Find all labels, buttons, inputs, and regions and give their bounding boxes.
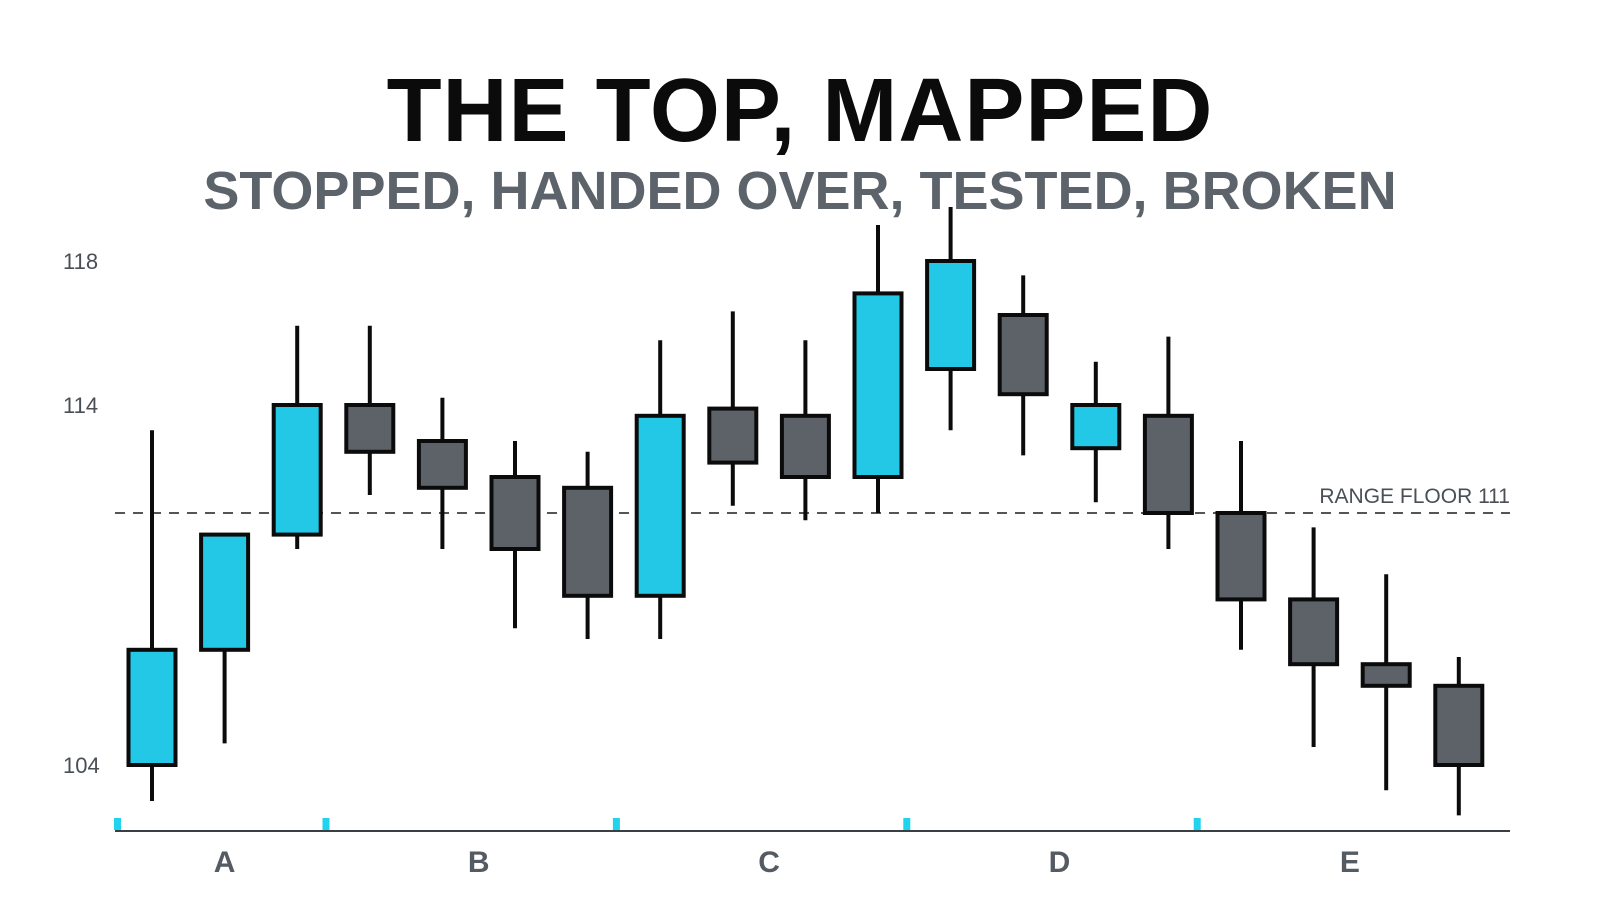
candle-body-bullish bbox=[634, 413, 686, 598]
candle-body-bearish bbox=[707, 406, 759, 465]
chart-title: THE TOP, MAPPED bbox=[386, 61, 1214, 161]
y-tick-label: 114 bbox=[63, 393, 98, 418]
candle bbox=[779, 340, 831, 521]
range-floor-label: RANGE FLOOR 111 bbox=[1319, 485, 1510, 508]
y-axis: 104 114 118 bbox=[63, 249, 100, 778]
section-label: B bbox=[468, 846, 490, 879]
section-label: C bbox=[758, 846, 780, 879]
candle-body-bearish bbox=[1433, 683, 1485, 767]
candle bbox=[562, 451, 614, 639]
candle-body-bearish bbox=[997, 313, 1049, 397]
section-markers bbox=[114, 818, 1201, 830]
candles bbox=[126, 207, 1485, 816]
candle-body-bearish bbox=[1360, 662, 1412, 688]
candle bbox=[1288, 527, 1340, 747]
section-label: A bbox=[214, 846, 236, 879]
candle-body-bearish bbox=[1142, 413, 1194, 515]
candle-body-bullish bbox=[852, 291, 904, 479]
candle-body-bearish bbox=[489, 475, 541, 551]
chart-subtitle: STOPPED, HANDED OVER, TESTED, BROKEN bbox=[203, 161, 1397, 221]
section-label: D bbox=[1049, 846, 1071, 879]
candle bbox=[199, 532, 251, 744]
section-marker bbox=[1193, 818, 1201, 830]
section-marker bbox=[322, 818, 330, 830]
candle-body-bearish bbox=[1215, 511, 1267, 602]
candle-body-bullish bbox=[126, 647, 178, 767]
candle bbox=[1215, 441, 1267, 650]
candle bbox=[707, 311, 759, 506]
candle-body-bullish bbox=[925, 259, 977, 371]
candle-body-bullish bbox=[1070, 403, 1122, 451]
candle-body-bullish bbox=[199, 532, 251, 652]
y-tick-label: 104 bbox=[63, 753, 100, 778]
candle bbox=[1070, 361, 1122, 503]
section-marker bbox=[114, 818, 121, 830]
candle bbox=[416, 397, 468, 549]
section-marker bbox=[903, 818, 911, 830]
section-label: E bbox=[1340, 846, 1360, 879]
candle bbox=[271, 325, 323, 549]
section-marker bbox=[612, 818, 620, 830]
candle bbox=[126, 430, 178, 801]
candle bbox=[344, 325, 396, 495]
candle-body-bearish bbox=[779, 413, 831, 479]
candle bbox=[852, 225, 904, 513]
candle bbox=[1360, 574, 1412, 791]
candle bbox=[489, 441, 541, 629]
section-labels: A B C D E bbox=[214, 846, 1360, 879]
y-tick-label: 118 bbox=[63, 249, 98, 274]
candle bbox=[1433, 657, 1485, 816]
candle-body-bullish bbox=[271, 403, 323, 537]
candle-body-bearish bbox=[562, 485, 614, 598]
candle bbox=[1142, 336, 1194, 549]
candle-body-bearish bbox=[344, 403, 396, 454]
candle bbox=[925, 207, 977, 431]
candle bbox=[634, 340, 686, 639]
candle-body-bearish bbox=[416, 439, 468, 490]
candle-body-bearish bbox=[1288, 597, 1340, 667]
candle bbox=[997, 275, 1049, 456]
